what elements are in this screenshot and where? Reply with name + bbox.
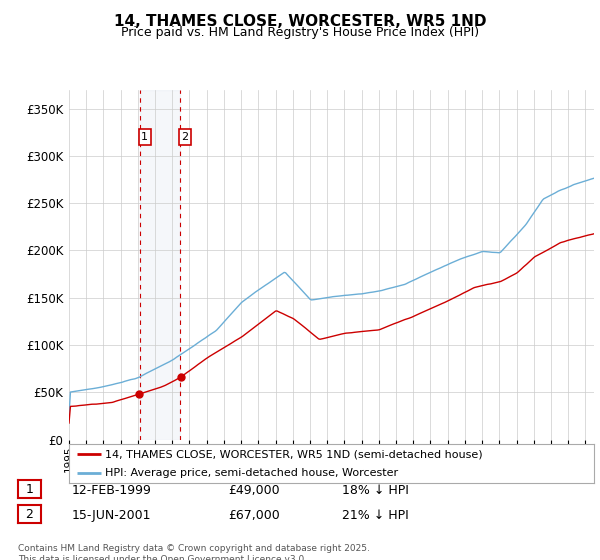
- Text: HPI: Average price, semi-detached house, Worcester: HPI: Average price, semi-detached house,…: [105, 468, 398, 478]
- Text: 1: 1: [141, 132, 148, 142]
- Text: 18% ↓ HPI: 18% ↓ HPI: [342, 484, 409, 497]
- Text: 1: 1: [25, 483, 34, 496]
- Text: 2: 2: [25, 507, 34, 521]
- Text: Price paid vs. HM Land Registry's House Price Index (HPI): Price paid vs. HM Land Registry's House …: [121, 26, 479, 39]
- Text: 15-JUN-2001: 15-JUN-2001: [72, 508, 151, 522]
- Bar: [140, 90, 180, 440]
- Text: 21% ↓ HPI: 21% ↓ HPI: [342, 508, 409, 522]
- Text: £67,000: £67,000: [228, 508, 280, 522]
- Text: 14, THAMES CLOSE, WORCESTER, WR5 1ND (semi-detached house): 14, THAMES CLOSE, WORCESTER, WR5 1ND (se…: [105, 450, 482, 460]
- Text: 12-FEB-1999: 12-FEB-1999: [72, 484, 152, 497]
- Text: 2: 2: [182, 132, 188, 142]
- Text: Contains HM Land Registry data © Crown copyright and database right 2025.
This d: Contains HM Land Registry data © Crown c…: [18, 544, 370, 560]
- Text: 14, THAMES CLOSE, WORCESTER, WR5 1ND: 14, THAMES CLOSE, WORCESTER, WR5 1ND: [114, 14, 486, 29]
- Text: £49,000: £49,000: [228, 484, 280, 497]
